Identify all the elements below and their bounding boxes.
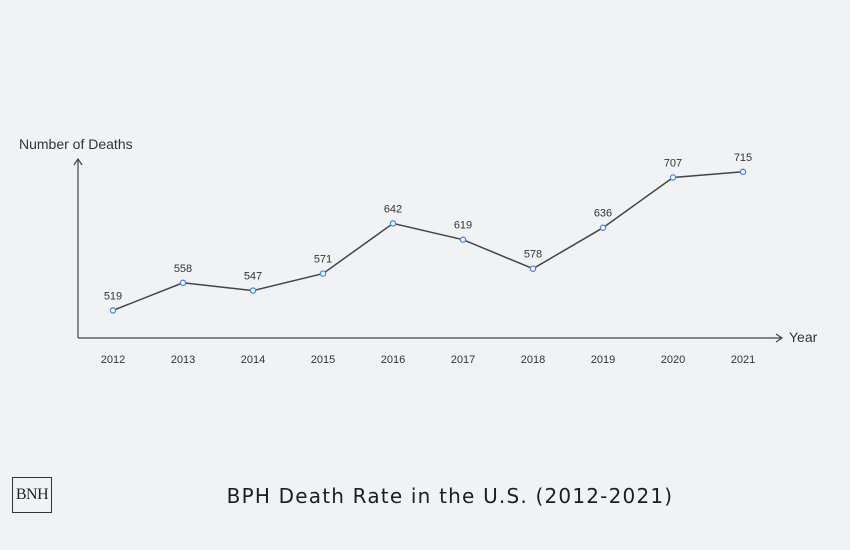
y-axis [73, 157, 83, 338]
data-point [109, 307, 117, 314]
x-tick-label: 2017 [451, 354, 475, 366]
x-tick-label: 2018 [521, 354, 545, 366]
x-axis-title: Year [789, 329, 818, 345]
data-label: 558 [174, 263, 192, 275]
data-point [739, 168, 747, 176]
y-axis-title: Number of Deaths [19, 136, 133, 152]
data-point [179, 279, 187, 287]
x-tick-label: 2013 [171, 354, 195, 366]
x-tick-label: 2016 [381, 354, 405, 366]
chart-caption: BPH Death Rate in the U.S. (2012-2021) [226, 484, 674, 508]
x-tick-label: 2015 [311, 354, 335, 366]
data-label: 636 [594, 208, 612, 220]
data-label: 642 [384, 203, 402, 215]
data-point [599, 224, 607, 231]
data-labels: 519 558 547 571 642 619 578 636 707 715 [104, 152, 752, 303]
data-point [319, 270, 327, 277]
data-label: 707 [664, 158, 682, 170]
x-tick-label: 2014 [241, 354, 265, 366]
data-label: 571 [314, 254, 332, 266]
data-label: 578 [524, 249, 542, 261]
data-point [529, 265, 537, 272]
x-tick-labels: 2012 2013 2014 2015 2016 2017 2018 2019 2020 2021 [101, 354, 755, 366]
data-point [249, 287, 257, 294]
data-point [669, 174, 677, 181]
data-points [109, 168, 747, 314]
data-label: 715 [734, 152, 752, 164]
data-label: 619 [454, 220, 472, 232]
x-tick-label: 2020 [661, 354, 685, 366]
x-tick-label: 2012 [101, 354, 125, 366]
data-point [389, 220, 397, 227]
x-axis [78, 333, 784, 343]
bnh-logo: BNH [12, 477, 52, 513]
data-point [459, 236, 467, 243]
x-tick-label: 2021 [731, 354, 755, 366]
data-label: 519 [104, 290, 122, 302]
data-label: 547 [244, 271, 262, 283]
x-tick-label: 2019 [591, 354, 615, 366]
series-line [112, 171, 744, 312]
